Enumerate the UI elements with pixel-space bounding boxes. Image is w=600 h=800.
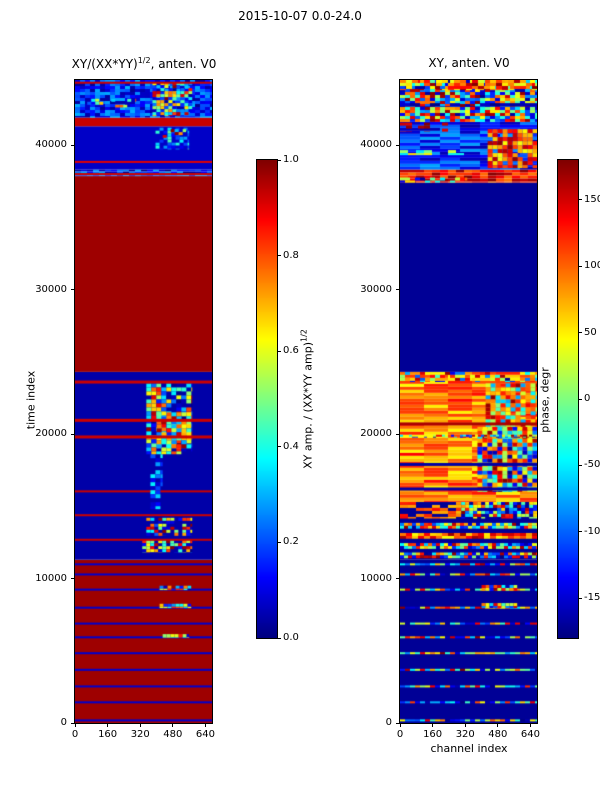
left-x-tick-mark xyxy=(74,723,76,727)
left-colorbar-tick-label: 0.4 xyxy=(283,440,299,452)
left-y-tick-mark xyxy=(71,289,75,291)
left-colorbar-tick-mark xyxy=(277,350,281,352)
left-colorbar-tick-mark xyxy=(277,255,281,257)
left-x-tick-mark xyxy=(204,723,206,727)
right-y-tick-mark xyxy=(396,144,400,146)
right-x-axis-label: channel index xyxy=(430,742,508,755)
left-colorbar-tick-label: 0.2 xyxy=(283,536,299,548)
right-x-tick-label: 640 xyxy=(520,729,541,740)
right-y-tick-mark xyxy=(396,578,400,579)
right-x-tick-label: 320 xyxy=(455,729,475,740)
right-x-tick-label: 480 xyxy=(488,729,508,740)
right-colorbar-tick-label: 150 xyxy=(584,193,600,205)
left-plot-title-rest: , anten. V0 xyxy=(150,57,217,71)
right-y-tick-label: 30000 xyxy=(360,283,392,295)
right-colorbar-canvas xyxy=(557,159,579,639)
right-colorbar-tick-label: -50 xyxy=(584,459,600,471)
right-colorbar-tick-label: 0 xyxy=(584,393,591,404)
left-y-tick-label: 20000 xyxy=(35,428,67,439)
right-plot-title: XY, anten. V0 xyxy=(428,56,510,70)
right-heatmap-canvas xyxy=(399,79,538,724)
left-x-tick-label: 0 xyxy=(71,729,79,740)
right-colorbar-tick-mark xyxy=(578,531,582,533)
left-x-tick-label: 640 xyxy=(195,729,216,740)
right-x-tick-mark xyxy=(399,723,401,727)
right-colorbar-tick-mark xyxy=(578,265,582,267)
right-colorbar-tick-mark xyxy=(578,332,582,334)
left-y-tick-label: 30000 xyxy=(35,283,67,295)
left-plot-title-base: XY/(XX*YY) xyxy=(71,57,138,71)
left-x-tick-label: 320 xyxy=(130,729,150,740)
right-x-tick-label: 0 xyxy=(396,729,404,740)
left-y-tick-mark xyxy=(71,433,75,435)
right-colorbar-tick-label: 100 xyxy=(584,260,600,272)
left-colorbar-tick-mark xyxy=(277,541,281,543)
right-y-tick-mark xyxy=(396,722,400,724)
left-x-tick-label: 480 xyxy=(163,729,183,740)
left-y-tick-mark xyxy=(71,578,75,579)
left-plot-title: XY/(XX*YY)1/2, anten. V0 xyxy=(24,56,264,71)
left-colorbar-tick-mark xyxy=(277,637,281,639)
left-x-tick-label: 160 xyxy=(98,729,118,740)
left-colorbar-tick-mark xyxy=(277,446,281,448)
right-y-tick-mark xyxy=(396,433,400,435)
left-y-tick-label: 40000 xyxy=(35,139,67,151)
right-colorbar-tick-mark xyxy=(578,464,582,466)
right-x-tick-label: 160 xyxy=(423,729,443,740)
left-colorbar-tick-label: 0.8 xyxy=(283,249,299,261)
left-x-tick-mark xyxy=(139,723,141,727)
right-colorbar-tick-label: -100 xyxy=(584,525,600,537)
left-y-axis-label: time index xyxy=(24,370,38,430)
left-colorbar-tick-mark xyxy=(277,159,281,161)
right-colorbar-tick-mark xyxy=(578,597,582,599)
left-y-tick-mark xyxy=(71,722,75,724)
right-x-tick-mark xyxy=(529,723,531,727)
left-colorbar-tick-label: 0.6 xyxy=(283,345,299,357)
right-y-tick-mark xyxy=(396,289,400,291)
right-y-tick-label: 20000 xyxy=(360,428,392,439)
right-y-tick-label: 40000 xyxy=(360,139,392,151)
left-colorbar-label-sup: 1/2 xyxy=(299,329,309,342)
left-y-tick-label: 10000 xyxy=(35,572,67,584)
figure-title: 2015-10-07 0.0-24.0 xyxy=(238,9,362,23)
left-colorbar-canvas xyxy=(256,159,278,639)
left-heatmap-canvas xyxy=(74,79,213,724)
left-colorbar-tick-label: 0.0 xyxy=(283,632,299,643)
right-y-tick-label: 10000 xyxy=(360,572,392,584)
right-x-tick-mark xyxy=(432,723,434,727)
right-colorbar-label: phase, degr xyxy=(538,367,552,433)
right-x-tick-mark xyxy=(464,723,466,727)
right-colorbar-tick-label: -150 xyxy=(584,592,600,604)
right-x-tick-mark xyxy=(497,723,499,727)
right-colorbar-tick-mark xyxy=(578,199,582,201)
left-y-tick-label: 0 xyxy=(60,717,67,728)
right-y-tick-label: 0 xyxy=(385,717,392,728)
left-x-tick-mark xyxy=(107,723,109,727)
left-plot-title-sup: 1/2 xyxy=(137,56,151,65)
right-colorbar-tick-label: 50 xyxy=(584,326,597,338)
left-y-tick-mark xyxy=(71,144,75,146)
right-colorbar-tick-mark xyxy=(578,398,582,400)
left-colorbar-tick-label: 1.0 xyxy=(283,154,299,165)
left-x-tick-mark xyxy=(172,723,174,727)
